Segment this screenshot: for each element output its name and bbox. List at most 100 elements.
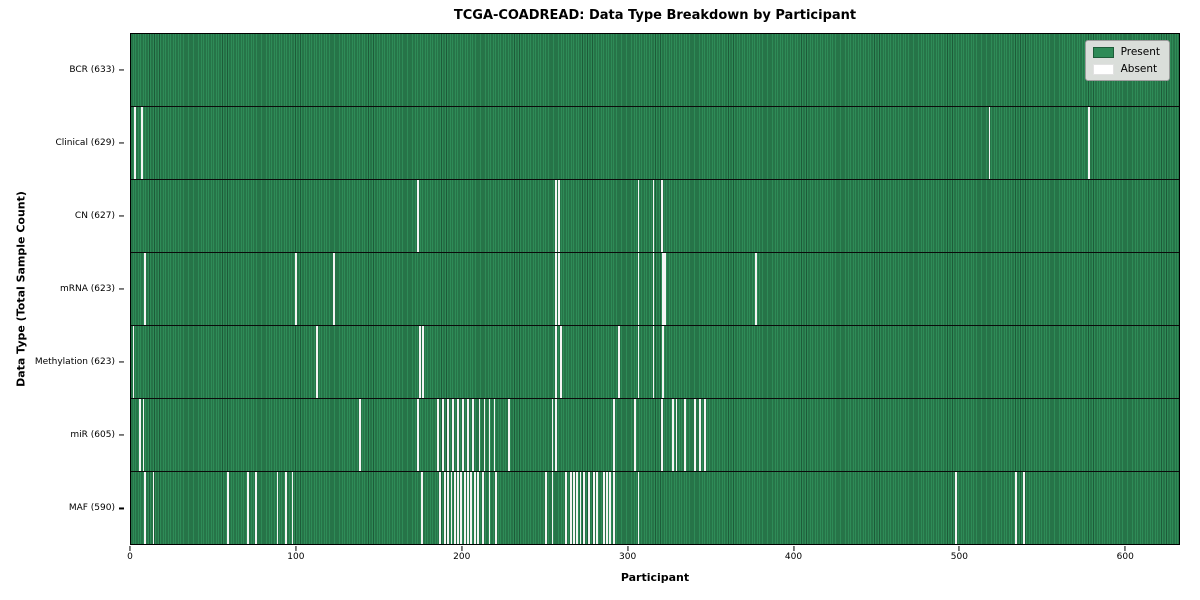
absent-line [662,326,665,398]
y-tick-label-clinical: Clinical (629) [55,137,115,148]
x-tick-label-500: 500 [950,552,968,562]
legend-entry-absent: Absent [1092,63,1160,75]
row-mrna [131,253,1179,326]
absent-line [672,399,675,471]
absent-line [683,399,686,471]
absent-line [637,180,640,252]
absent-line [592,472,595,544]
absent-line [554,399,557,471]
x-tick-label-0: 0 [127,552,133,562]
absent-line [582,472,585,544]
absent-line [457,399,459,471]
absent-line [637,253,640,325]
x-axis-label: Participant [620,571,690,584]
absent-line [453,472,456,544]
absent-line [488,472,491,544]
absent-line [142,399,145,471]
y-tick-label-mir: miR (605) [70,430,115,441]
absent-line [472,399,474,471]
present-swatch-icon [1092,46,1114,58]
absent-line [664,253,666,325]
y-tick-mark [119,507,124,509]
absent-line [755,253,757,325]
absent-line [606,472,608,544]
absent-line [602,472,605,544]
absent-line [144,253,147,325]
x-tick-mark [958,546,960,551]
absent-line [477,472,479,544]
absent-line [255,472,257,544]
y-tick-label-mrna: mRNA (623) [60,284,115,294]
absent-line [988,107,991,179]
absent-line [634,399,637,471]
y-tick-mark [119,215,124,217]
absent-line [442,399,445,471]
absent-line [294,253,297,325]
absent-line [508,399,511,471]
absent-line [227,472,229,544]
absent-line [554,253,557,325]
row-clinical [131,107,1179,180]
absent-line [551,472,554,544]
x-tick-mark [295,546,297,551]
x-tick-label-300: 300 [619,552,637,562]
absent-line [467,399,469,471]
absent-line [463,472,466,544]
y-tick-label-methylation: Methylation (623) [34,357,115,368]
x-tick-mark [461,546,463,551]
absent-line [612,472,615,544]
absent-line [1015,472,1017,544]
absent-line [443,472,446,544]
absent-line [576,472,579,544]
absent-line [417,399,420,471]
absent-line [139,399,142,471]
x-tick-mark [129,546,131,551]
absent-line [483,399,486,471]
absent-line [609,472,612,544]
absent-line [652,253,655,325]
absent-line [276,472,279,544]
absent-swatch-icon [1092,63,1114,75]
absent-line [134,107,137,179]
absent-line [447,472,450,544]
absent-line [652,326,655,398]
row-maf [131,472,1179,544]
x-tick-label-600: 600 [1116,552,1134,562]
absent-line [332,253,335,325]
absent-line [478,399,481,471]
absent-line [447,399,450,471]
chart-title: TCGA-COADREAD: Data Type Breakdown by Pa… [453,8,857,23]
absent-line [291,472,294,544]
absent-line [573,472,575,544]
y-axis-labels: BCR (633) Clinical (629) CN (627) mRNA (623… [0,33,124,545]
absent-line [488,399,491,471]
y-tick-mark [119,288,124,290]
legend: Present Absent [1084,40,1170,81]
x-tick-mark [792,546,795,551]
absent-line [660,399,663,471]
legend-entry-present: Present [1092,46,1160,58]
absent-line [554,180,557,252]
absent-line [637,326,640,398]
absent-line [675,399,678,471]
absent-line [596,472,599,544]
x-tick-label-400: 400 [784,552,803,562]
plot-area: Present Absent [130,33,1180,545]
absent-line [1087,107,1090,179]
absent-line [452,399,454,471]
absent-line [569,472,572,544]
absent-line [955,472,958,544]
y-tick-label-maf: MAF (590) [68,503,115,514]
row-cn [131,180,1179,253]
y-tick-mark [119,434,124,436]
absent-line [660,180,663,252]
absent-line [420,472,423,544]
absent-line [140,107,143,179]
legend-label-absent: Absent [1120,63,1158,75]
absent-line [1023,472,1026,544]
absent-line [144,472,147,544]
absent-line [473,472,476,544]
absent-line [462,399,464,471]
absent-line [450,472,453,544]
